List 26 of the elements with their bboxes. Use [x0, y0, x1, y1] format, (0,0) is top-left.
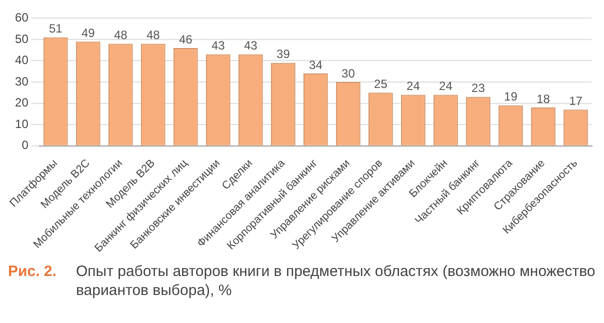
- data-label: 48: [146, 28, 160, 42]
- data-label: 25: [374, 76, 388, 91]
- y-tick-label: 20: [15, 96, 29, 110]
- data-label: 39: [276, 47, 290, 62]
- data-label: 23: [472, 81, 486, 96]
- y-tick-label: 40: [15, 53, 29, 68]
- y-tick-label: 60: [15, 10, 29, 25]
- y-tick-label: 30: [15, 74, 29, 88]
- y-tick-label: 50: [15, 32, 29, 46]
- text: Опыт работы авторов книги в предметных областях (возможно множество вариантов выбора), %: [76, 262, 596, 300]
- data-label: 24: [439, 79, 453, 94]
- data-label: 48: [114, 28, 128, 42]
- data-label: 17: [569, 94, 583, 108]
- data-label: 24: [406, 79, 420, 94]
- data-label: 51: [48, 22, 63, 36]
- data-label: 43: [244, 38, 258, 53]
- data-label: 30: [342, 66, 356, 80]
- data-label: 18: [536, 92, 550, 106]
- y-tick-label: 10: [15, 116, 29, 131]
- y-tick-label: 0: [22, 138, 29, 152]
- data-label: 34: [309, 58, 323, 72]
- data-label: 43: [211, 38, 226, 53]
- data-label: 19: [504, 90, 518, 104]
- data-label: 46: [178, 32, 193, 46]
- data-label: 49: [81, 26, 96, 40]
- text: Рис. 2.: [8, 262, 58, 282]
